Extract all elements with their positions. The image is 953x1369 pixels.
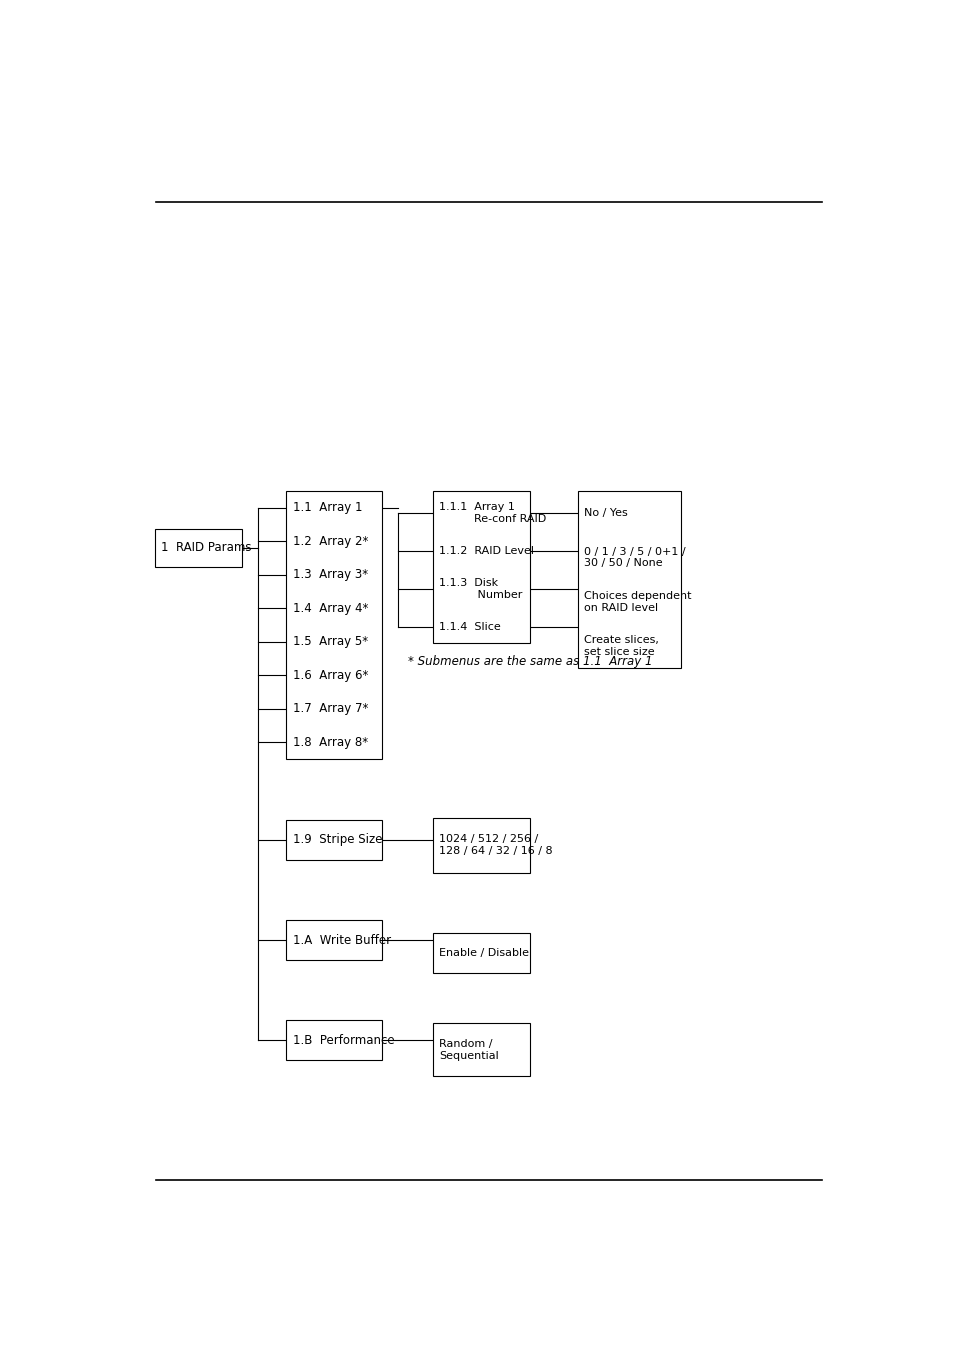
Text: Choices dependent
on RAID level: Choices dependent on RAID level bbox=[583, 591, 690, 612]
Text: 1024 / 512 / 256 /
128 / 64 / 32 / 16 / 8: 1024 / 512 / 256 / 128 / 64 / 32 / 16 / … bbox=[439, 835, 553, 856]
Text: Enable / Disable: Enable / Disable bbox=[439, 947, 529, 958]
Text: * Submenus are the same as 1.1  Array 1: * Submenus are the same as 1.1 Array 1 bbox=[407, 656, 652, 668]
Text: Random /
Sequential: Random / Sequential bbox=[439, 1039, 498, 1061]
Text: No / Yes: No / Yes bbox=[583, 508, 627, 519]
FancyBboxPatch shape bbox=[285, 820, 381, 860]
Text: Create slices,
set slice size: Create slices, set slice size bbox=[583, 635, 658, 657]
Text: 1.5  Array 5*: 1.5 Array 5* bbox=[293, 635, 368, 648]
FancyBboxPatch shape bbox=[285, 1020, 381, 1060]
Text: 1.7  Array 7*: 1.7 Array 7* bbox=[293, 702, 368, 715]
Text: 1.1.2  RAID Level: 1.1.2 RAID Level bbox=[439, 546, 534, 556]
FancyBboxPatch shape bbox=[433, 491, 529, 643]
Text: 1.4  Array 4*: 1.4 Array 4* bbox=[293, 602, 368, 615]
Text: 1.B  Performance: 1.B Performance bbox=[293, 1034, 395, 1047]
Text: 1.9  Stripe Size: 1.9 Stripe Size bbox=[293, 834, 382, 846]
Text: 1  RAID Params: 1 RAID Params bbox=[160, 542, 251, 554]
Text: 0 / 1 / 3 / 5 / 0+1 /
30 / 50 / None: 0 / 1 / 3 / 5 / 0+1 / 30 / 50 / None bbox=[583, 546, 684, 568]
Text: 1.3  Array 3*: 1.3 Array 3* bbox=[293, 568, 368, 582]
Text: 1.8  Array 8*: 1.8 Array 8* bbox=[293, 735, 368, 749]
Text: 1.1  Array 1: 1.1 Array 1 bbox=[293, 501, 362, 515]
Text: 1.A  Write Buffer: 1.A Write Buffer bbox=[293, 934, 391, 946]
FancyBboxPatch shape bbox=[433, 1024, 529, 1076]
FancyBboxPatch shape bbox=[433, 932, 529, 973]
Text: 1.1.3  Disk
           Number: 1.1.3 Disk Number bbox=[439, 578, 522, 600]
Text: 1.2  Array 2*: 1.2 Array 2* bbox=[293, 535, 368, 548]
FancyBboxPatch shape bbox=[577, 491, 680, 668]
Text: 1.6  Array 6*: 1.6 Array 6* bbox=[293, 668, 368, 682]
FancyBboxPatch shape bbox=[285, 491, 381, 758]
FancyBboxPatch shape bbox=[154, 528, 242, 567]
Text: 1.1.1  Array 1
          Re-conf RAID: 1.1.1 Array 1 Re-conf RAID bbox=[439, 502, 546, 524]
Text: 1.1.4  Slice: 1.1.4 Slice bbox=[439, 622, 500, 632]
FancyBboxPatch shape bbox=[285, 920, 381, 960]
FancyBboxPatch shape bbox=[433, 817, 529, 872]
